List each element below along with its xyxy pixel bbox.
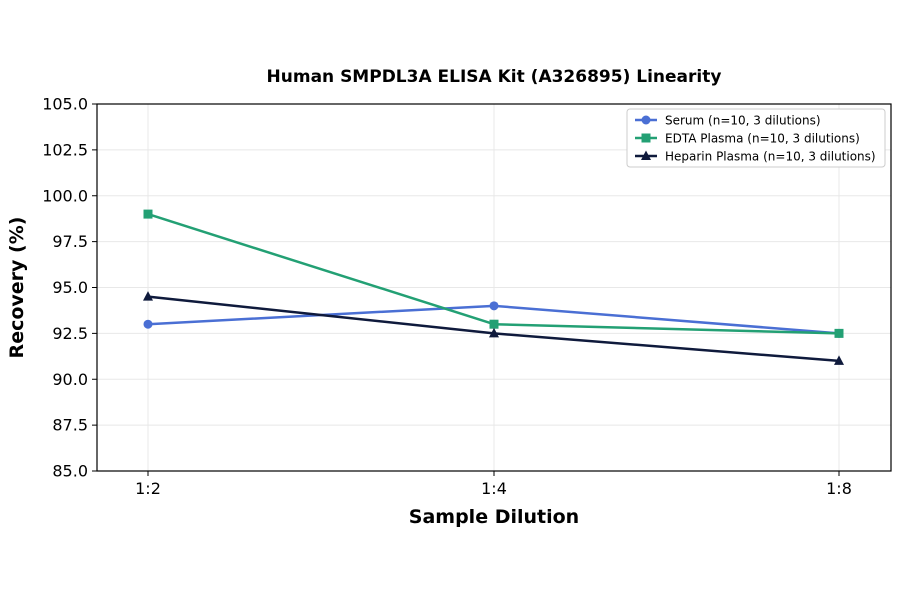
y-tick-label: 102.5 (42, 140, 88, 159)
legend-label: Serum (n=10, 3 dilutions) (665, 114, 821, 128)
y-tick-label: 85.0 (52, 462, 88, 481)
chart-title: Human SMPDL3A ELISA Kit (A326895) Linear… (267, 67, 722, 87)
x-tick-label: 1:8 (826, 479, 852, 498)
legend-marker (641, 150, 651, 160)
x-axis-label: Sample Dilution (409, 506, 579, 528)
data-point (489, 319, 499, 329)
legend-item: EDTA Plasma (n=10, 3 dilutions) (635, 132, 860, 146)
y-tick-label: 95.0 (52, 278, 88, 297)
data-point (489, 327, 499, 338)
data-point (143, 209, 153, 219)
data-point (834, 355, 844, 365)
y-tick-label: 105.0 (42, 95, 88, 114)
legend-marker (641, 115, 651, 125)
data-point (489, 301, 499, 311)
series-2 (143, 291, 844, 365)
y-tick-label: 97.5 (52, 232, 88, 251)
data-point (834, 328, 844, 338)
series-layer (143, 209, 844, 365)
legend-box (626, 108, 886, 168)
legend-item: Heparin Plasma (n=10, 3 dilutions) (635, 150, 876, 164)
legend-label: Heparin Plasma (n=10, 3 dilutions) (665, 150, 876, 164)
data-point (143, 291, 153, 301)
x-tick-label: 1:4 (481, 479, 507, 498)
legend-marker (641, 133, 651, 143)
y-tick-label: 87.5 (52, 416, 88, 435)
x-tick-label: 1:2 (135, 479, 161, 498)
legend: Serum (n=10, 3 dilutions) EDTA Plasma (n=… (626, 108, 886, 168)
ticks: 85.0 87.5 90.0 92.5 95.0 97.5 100.0 102.5 105.0 1… (42, 95, 852, 499)
y-axis-label: Recovery (%) (6, 217, 28, 359)
legend-label: EDTA Plasma (n=10, 3 dilutions) (665, 132, 860, 146)
y-tick-label: 90.0 (52, 370, 88, 389)
data-point (143, 319, 153, 329)
series-1 (143, 209, 844, 338)
legend-item: Serum (n=10, 3 dilutions) (635, 114, 821, 128)
y-tick-label: 100.0 (42, 186, 88, 205)
y-tick-label: 92.5 (52, 324, 88, 343)
